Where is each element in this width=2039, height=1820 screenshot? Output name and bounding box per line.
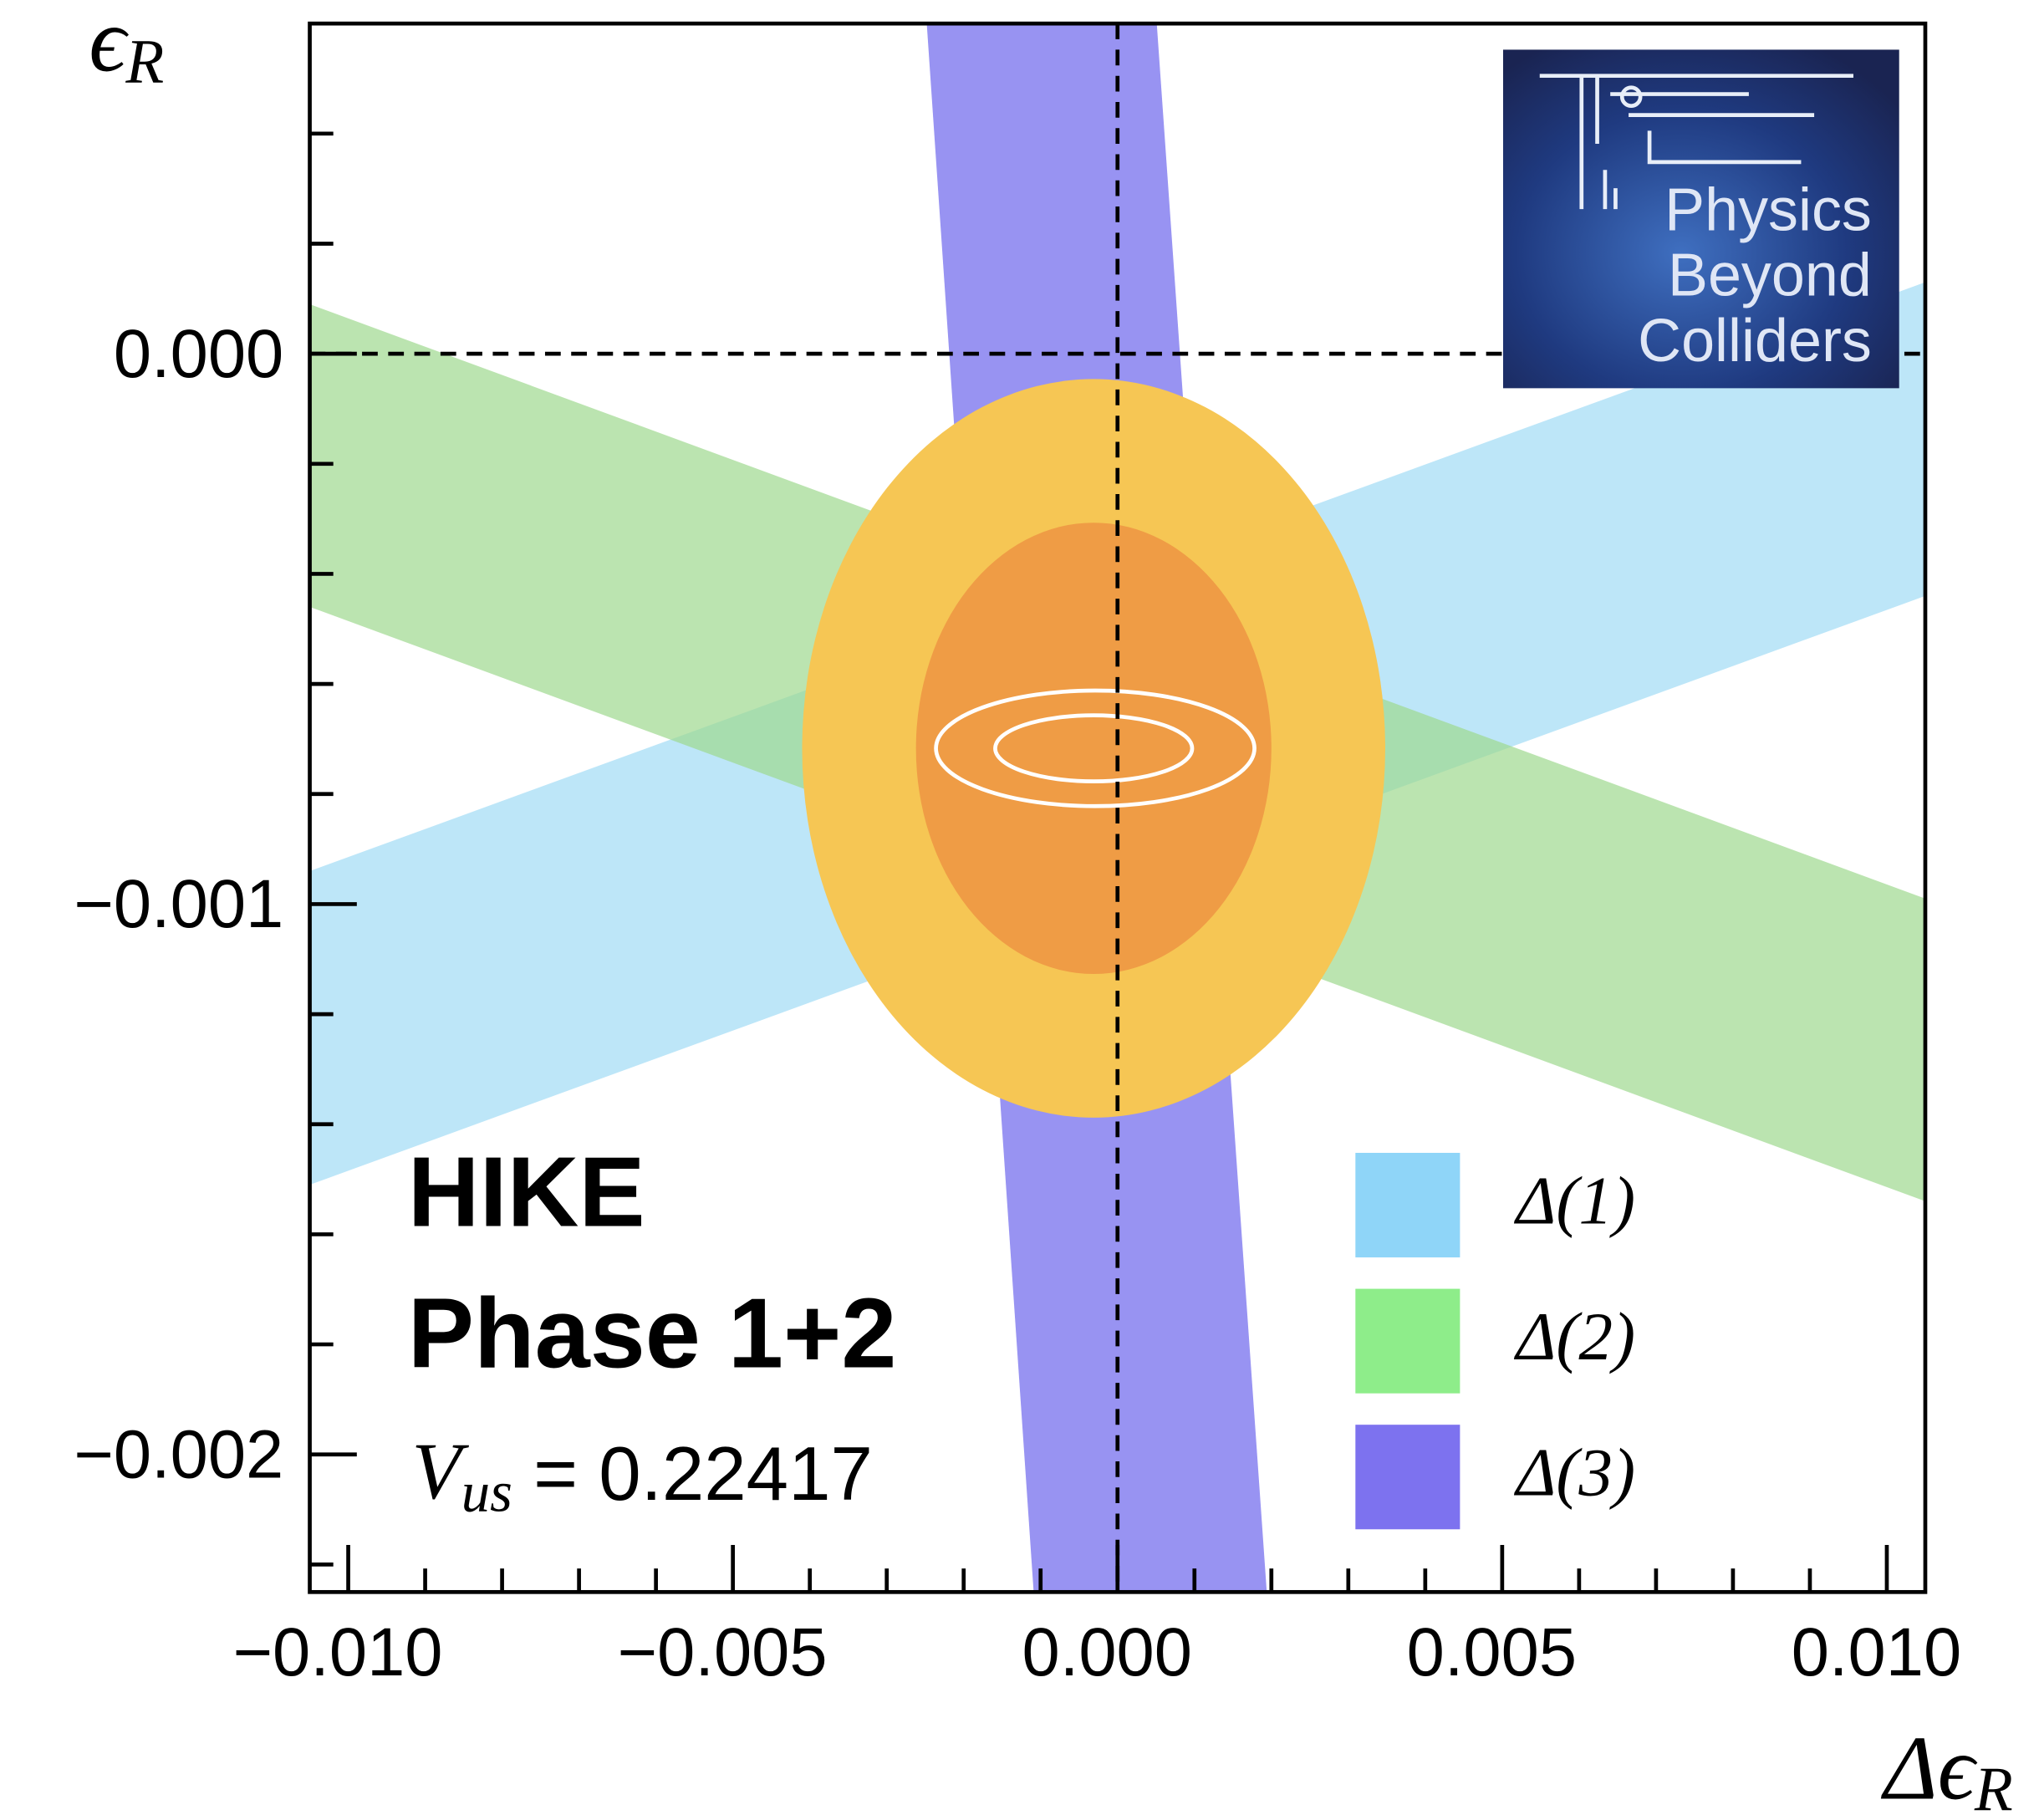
logo-text: Colliders — [1638, 308, 1872, 375]
x-tick-label: −0.005 — [618, 1614, 828, 1690]
y-tick-label: 0.000 — [114, 316, 283, 392]
legend-label: Δ(1) — [1514, 1163, 1636, 1238]
legend-label: Δ(3) — [1514, 1435, 1636, 1511]
annotation: HIKE — [408, 1137, 645, 1248]
legend-swatch — [1355, 1289, 1460, 1394]
vus-annotation: Vus = 0.22417 — [411, 1426, 872, 1523]
logo-text: Beyond — [1668, 242, 1872, 309]
legend-swatch — [1355, 1153, 1460, 1257]
x-axis-label-symbol: Δϵ — [1881, 1716, 1978, 1818]
vus-sub: us — [461, 1461, 512, 1524]
y-tick-label: −0.001 — [74, 866, 283, 942]
x-tick-label: −0.010 — [233, 1614, 443, 1690]
y-tick-label: −0.002 — [74, 1416, 283, 1492]
logo-text: Physics — [1664, 176, 1872, 243]
y-axis-label-subscript: R — [125, 28, 164, 97]
vus-text: = 0.22417 — [512, 1432, 873, 1517]
y-axis-label: ϵR — [89, 0, 164, 97]
chart: PhysicsBeyondColliders −0.010 −0.005 0.000… — [0, 0, 2039, 1820]
x-axis-label: ΔϵR — [1881, 1716, 2013, 1820]
legend-label: Δ(2) — [1514, 1299, 1636, 1374]
annotation: Phase 1+2 — [408, 1278, 897, 1389]
x-tick-label: 0.005 — [1407, 1614, 1577, 1690]
confidence-region — [916, 523, 1272, 974]
y-axis-label-symbol: ϵ — [89, 0, 129, 91]
x-axis-label-subscript: R — [1974, 1755, 2013, 1820]
legend-swatch — [1355, 1425, 1460, 1529]
x-tick-label: 0.000 — [1022, 1614, 1192, 1690]
x-tick-label: 0.010 — [1792, 1614, 1961, 1690]
